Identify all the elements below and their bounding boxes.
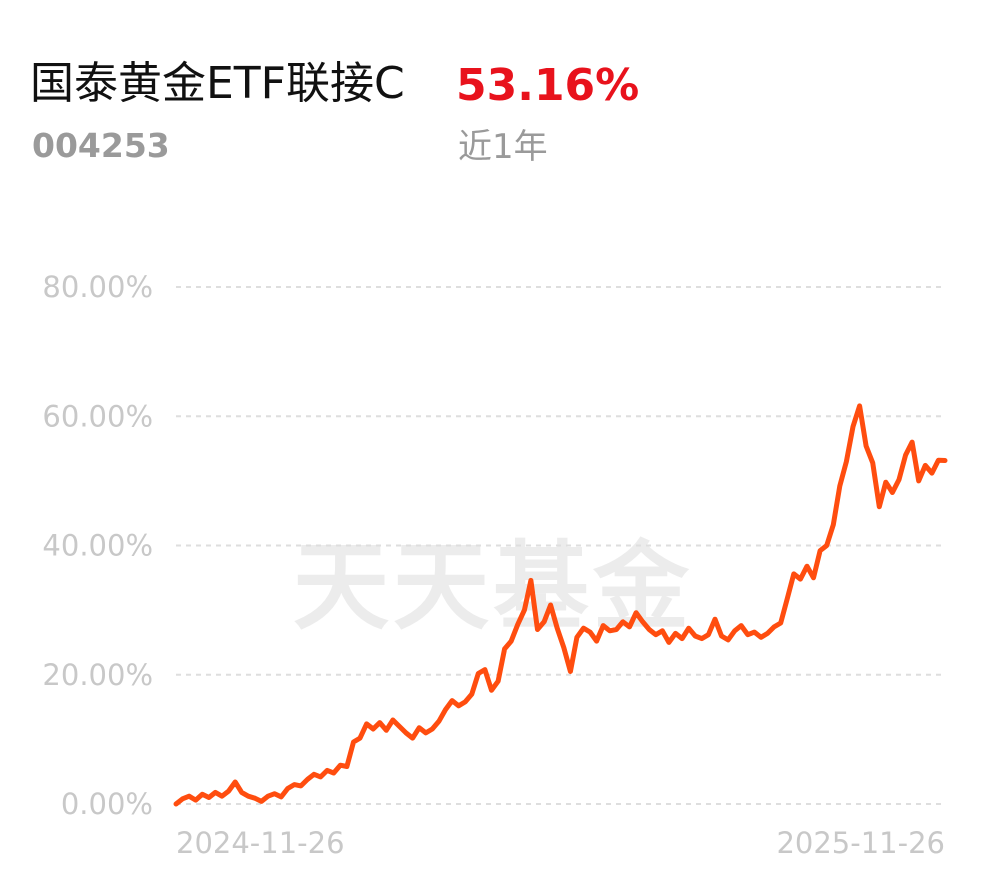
- y-tick-label: 60.00%: [42, 399, 153, 433]
- x-tick-label: 2024-11-26: [176, 826, 345, 860]
- grid-lines: [176, 286, 945, 805]
- y-axis-ticks: 0.00% 20.00% 40.00% 60.00% 80.00%: [42, 270, 153, 821]
- series-line: [173, 403, 948, 807]
- return-value: 53.16%: [456, 60, 640, 111]
- x-tick-label: 2025-11-26: [776, 826, 945, 860]
- x-axis-ticks: 2024-11-26 2025-11-26: [176, 826, 945, 860]
- fund-name: 国泰黄金ETF联接C: [30, 58, 405, 109]
- series-layer: [173, 403, 948, 807]
- y-tick-label: 80.00%: [42, 270, 153, 304]
- y-tick-label: 40.00%: [42, 529, 153, 563]
- fund-code: 004253: [32, 126, 170, 165]
- return-period-label: 近1年: [458, 127, 548, 167]
- y-tick-label: 20.00%: [42, 658, 153, 692]
- y-tick-label: 0.00%: [61, 787, 153, 821]
